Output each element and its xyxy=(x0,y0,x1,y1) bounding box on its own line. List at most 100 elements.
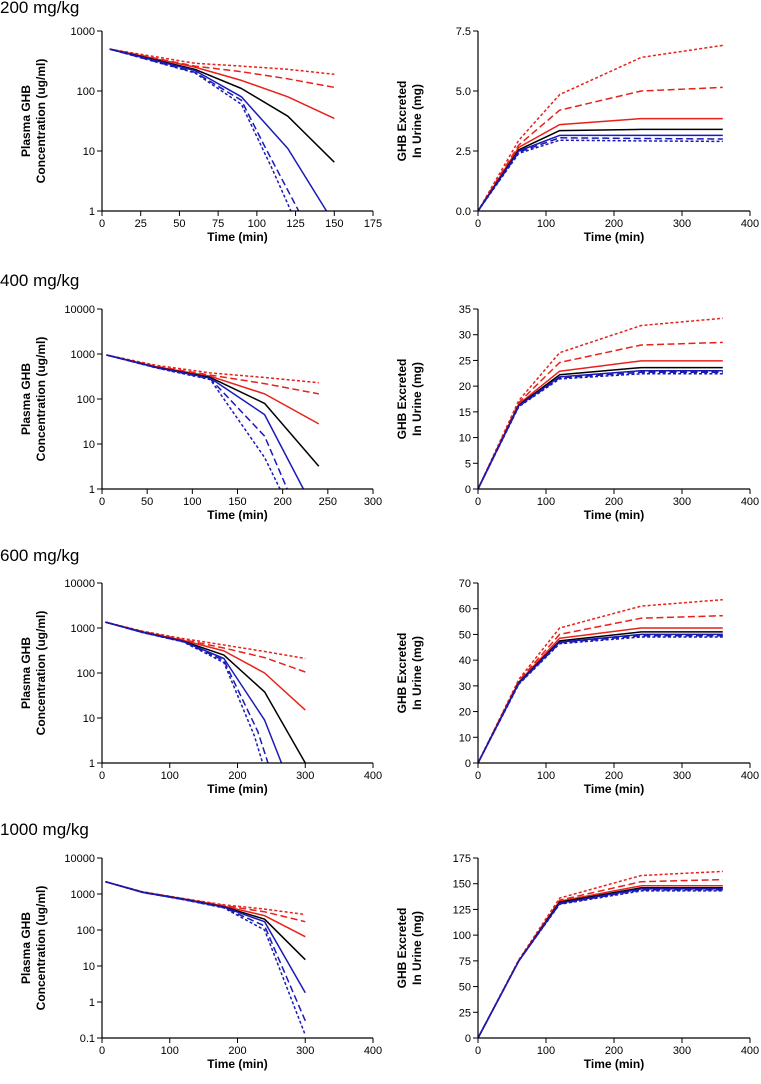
series-line-red-dotted xyxy=(478,317,723,489)
series-line-blue-solid xyxy=(478,633,723,763)
series-line-blue-dotted xyxy=(109,48,292,211)
x-axis-label: Time (min) xyxy=(584,508,644,522)
y-tick-label: 60 xyxy=(459,604,471,616)
y-axis-label-line2: Concentration (ug/ml) xyxy=(34,611,48,736)
y-axis-label-line1: GHB Excreted xyxy=(395,359,409,440)
y-tick-label: 1000 xyxy=(71,889,95,901)
x-tick-label: 150 xyxy=(228,496,246,508)
series-line-blue-solid xyxy=(109,48,328,211)
y-axis-label-line2: Concentration (ug/ml) xyxy=(34,59,48,184)
series-line-blue-dashed xyxy=(478,371,723,489)
series-line-black-solid xyxy=(106,354,320,467)
x-tick-label: 150 xyxy=(325,218,343,230)
series-line-blue-dotted xyxy=(478,373,723,489)
series-line-black-solid xyxy=(105,621,306,763)
y-tick-label: 100 xyxy=(453,930,471,942)
y-tick-label: 10 xyxy=(83,146,95,158)
series-line-black-solid xyxy=(109,48,335,163)
x-tick-label: 125 xyxy=(286,218,304,230)
y-tick-label: 10 xyxy=(459,732,471,744)
y-tick-label: 100 xyxy=(77,668,95,680)
y-tick-label: 10 xyxy=(83,713,95,725)
y-tick-label: 70 xyxy=(459,578,471,590)
series-line-blue-dotted xyxy=(478,139,723,211)
chart-plasma-600: 0 100 200 300 400 1 10 100 1000 10000 Time (min) Pl… xyxy=(19,578,382,796)
series-line-blue-dotted xyxy=(105,880,306,1036)
series-group xyxy=(478,44,723,211)
dose-label-600: 600 mg/kg xyxy=(0,546,80,565)
y-tick-label: 0.0 xyxy=(456,206,471,218)
y-tick-label: 1000 xyxy=(71,623,95,635)
y-tick-label: 125 xyxy=(453,904,471,916)
series-line-red-solid xyxy=(478,117,723,211)
y-tick-label: 40 xyxy=(459,655,471,667)
series-line-red-solid xyxy=(478,627,723,763)
x-tick-label: 400 xyxy=(741,770,759,782)
y-tick-label: 0 xyxy=(465,758,471,770)
x-tick-label: 300 xyxy=(296,1045,314,1057)
x-tick-label: 0 xyxy=(475,770,481,782)
x-tick-label: 100 xyxy=(161,1045,179,1057)
y-axis-label-line1: GHB Excreted xyxy=(395,633,409,714)
series-line-blue-dotted xyxy=(478,636,723,763)
y-axis-label-line2: In Urine (mg) xyxy=(410,84,424,158)
y-tick-label: 175 xyxy=(453,853,471,865)
y-tick-label: 20 xyxy=(459,707,471,719)
series-group xyxy=(478,598,723,763)
y-tick-label: 0 xyxy=(465,1033,471,1045)
x-tick-label: 100 xyxy=(161,770,179,782)
y-axis-label-line2: In Urine (mg) xyxy=(410,636,424,710)
y-tick-label: 10000 xyxy=(64,578,95,590)
series-line-blue-dashed xyxy=(478,137,723,211)
series-line-black-solid xyxy=(478,887,723,1038)
y-axis-label-line1: GHB Excreted xyxy=(395,81,409,162)
x-tick-label: 200 xyxy=(605,496,623,508)
y-tick-label: 1 xyxy=(89,206,95,218)
x-tick-label: 300 xyxy=(296,770,314,782)
y-axis-label-line1: Plasma GHB xyxy=(19,85,33,157)
y-axis-label-line1: GHB Excreted xyxy=(395,908,409,989)
x-tick-label: 0 xyxy=(475,218,481,230)
series-line-red-solid xyxy=(105,621,306,711)
x-tick-label: 0 xyxy=(475,496,481,508)
y-tick-label: 50 xyxy=(459,629,471,641)
y-tick-label: 0 xyxy=(465,484,471,496)
series-line-red-dotted xyxy=(478,44,723,211)
x-tick-label: 400 xyxy=(741,496,759,508)
x-tick-label: 400 xyxy=(364,770,382,782)
series-line-blue-dotted xyxy=(106,354,281,489)
y-axis-label-line2: In Urine (mg) xyxy=(410,362,424,436)
x-tick-label: 100 xyxy=(248,218,266,230)
x-tick-label: 400 xyxy=(364,1045,382,1057)
dose-label-400: 400 mg/kg xyxy=(0,271,80,290)
series-line-red-dotted xyxy=(109,48,335,76)
y-tick-label: 20 xyxy=(459,381,471,393)
x-tick-label: 0 xyxy=(99,496,105,508)
chart-urine-1000: 0 100 200 300 400 0 25 50 75 100 125 150 175 Time (mi… xyxy=(395,853,759,1071)
x-axis-label: Time (min) xyxy=(584,1057,644,1071)
y-tick-label: 1000 xyxy=(71,349,95,361)
x-tick-label: 250 xyxy=(319,496,337,508)
chart-urine-200: 0 100 200 300 400 0.0 2.5 5.0 7.5 Time (min) GHB E… xyxy=(395,26,759,244)
y-tick-label: 150 xyxy=(453,879,471,891)
x-tick-label: 200 xyxy=(605,1045,623,1057)
y-axis-label-line1: Plasma GHB xyxy=(19,637,33,709)
series-line-blue-dotted xyxy=(478,890,723,1038)
series-line-red-solid xyxy=(478,885,723,1038)
y-tick-label: 5.0 xyxy=(456,86,471,98)
series-line-red-dotted xyxy=(105,880,306,916)
y-tick-label: 5 xyxy=(465,458,471,470)
y-tick-label: 1 xyxy=(89,484,95,496)
series-line-blue-dashed xyxy=(478,634,723,763)
x-tick-label: 100 xyxy=(537,770,555,782)
y-tick-label: 7.5 xyxy=(456,26,471,38)
series-line-red-dashed xyxy=(478,878,723,1038)
y-tick-label: 100 xyxy=(77,86,95,98)
series-group xyxy=(478,317,723,489)
x-tick-label: 50 xyxy=(141,496,153,508)
series-line-red-solid xyxy=(109,48,335,120)
y-tick-label: 25 xyxy=(459,355,471,367)
x-tick-label: 0 xyxy=(99,218,105,230)
